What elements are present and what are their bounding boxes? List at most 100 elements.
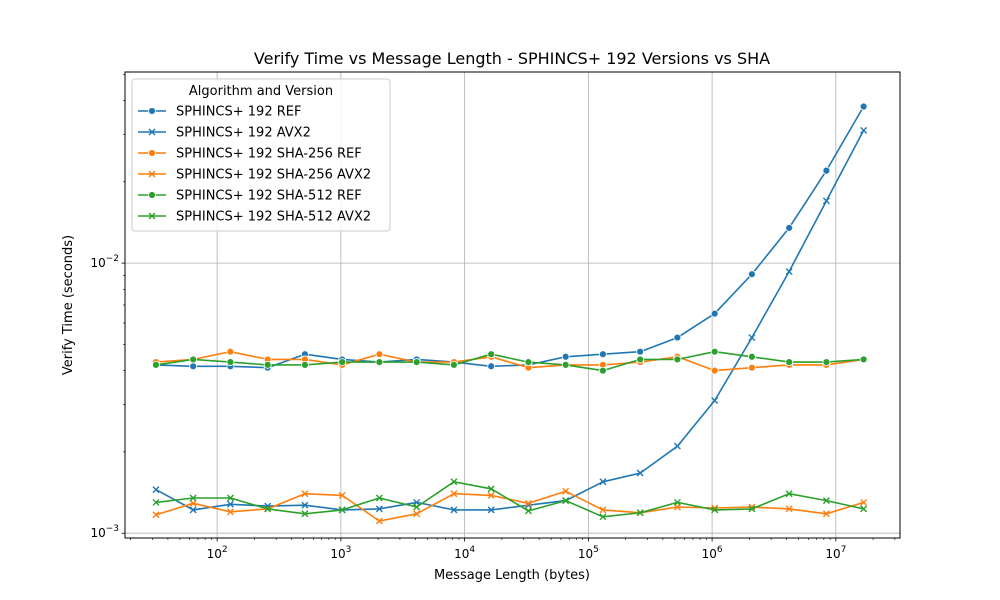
data-point-stroke xyxy=(673,442,681,450)
legend: Algorithm and Version SPHINCS+ 192 REFSP… xyxy=(131,78,391,232)
data-point-stroke xyxy=(487,485,495,493)
data-point xyxy=(524,358,533,367)
data-point xyxy=(450,490,458,498)
data-point xyxy=(822,358,831,367)
data-point xyxy=(636,355,645,364)
data-point xyxy=(375,358,384,367)
data-point xyxy=(375,350,384,359)
legend-swatch-marker xyxy=(148,212,156,220)
data-point-stroke xyxy=(487,506,495,514)
data-point-stroke xyxy=(785,505,793,513)
data-point xyxy=(748,334,756,342)
data-point xyxy=(711,506,719,514)
data-point xyxy=(152,498,160,506)
data-point-stroke xyxy=(226,508,234,516)
data-point xyxy=(338,506,346,514)
series-group xyxy=(152,102,868,525)
data-point xyxy=(412,358,421,367)
data-point xyxy=(264,505,272,513)
legend-swatch-marker-stroke xyxy=(148,170,156,178)
data-point xyxy=(748,270,756,279)
legend-entry: SPHINCS+ 192 REF xyxy=(138,105,301,120)
data-point xyxy=(375,505,383,513)
data-point-stroke xyxy=(226,500,234,508)
data-point-stroke xyxy=(748,505,756,513)
data-point xyxy=(226,508,234,516)
data-point xyxy=(189,499,197,507)
data-point-stroke xyxy=(599,506,607,514)
data-point xyxy=(748,505,756,513)
series-5 xyxy=(152,347,868,375)
data-point xyxy=(562,497,570,505)
data-point-stroke xyxy=(673,498,681,506)
data-point-stroke xyxy=(189,499,197,507)
x-tick-label: 106 xyxy=(702,545,723,561)
data-point xyxy=(226,358,235,367)
data-point-stroke xyxy=(413,510,421,518)
legend-label: SPHINCS+ 192 SHA-256 REF xyxy=(176,147,362,162)
chart-title: Verify Time vs Message Length - SPHINCS+… xyxy=(254,49,770,68)
legend-label: SPHINCS+ 192 AVX2 xyxy=(176,126,311,141)
series-line xyxy=(155,350,864,372)
y-axis-label: Verify Time (seconds) xyxy=(61,235,76,375)
data-point xyxy=(226,494,234,502)
data-point xyxy=(636,469,644,477)
data-point-stroke xyxy=(450,490,458,498)
legend-swatch-marker-stroke xyxy=(148,128,156,136)
legend-label: SPHINCS+ 192 SHA-512 REF xyxy=(176,189,362,204)
data-point xyxy=(226,347,235,356)
data-point-stroke xyxy=(636,469,644,477)
data-point-stroke xyxy=(375,517,383,525)
data-point xyxy=(301,490,309,498)
y-tick-label: 10−3 xyxy=(90,524,119,540)
data-point xyxy=(636,347,645,356)
data-point-stroke xyxy=(599,478,607,486)
data-point xyxy=(152,360,160,369)
data-point xyxy=(263,360,272,369)
series-line xyxy=(155,350,864,372)
data-point xyxy=(301,501,309,509)
data-point xyxy=(375,517,383,525)
x-tick-label: 102 xyxy=(207,545,228,561)
data-point-stroke xyxy=(301,490,309,498)
data-point xyxy=(599,513,607,521)
data-point xyxy=(524,507,532,515)
legend-label: SPHINCS+ 192 SHA-512 AVX2 xyxy=(176,210,371,225)
data-point xyxy=(189,506,197,514)
data-point-stroke xyxy=(264,505,272,513)
data-point-stroke xyxy=(152,486,160,494)
data-point xyxy=(487,506,495,514)
data-point xyxy=(748,363,756,372)
data-point xyxy=(599,506,607,514)
legend-swatch-marker xyxy=(148,128,156,136)
x-tick-label: 104 xyxy=(454,545,475,561)
data-point-stroke xyxy=(822,510,830,518)
data-point-stroke xyxy=(413,503,421,511)
data-point xyxy=(189,362,198,371)
data-point xyxy=(822,510,830,518)
data-point xyxy=(785,224,794,232)
legend-entry: SPHINCS+ 192 SHA-256 AVX2 xyxy=(138,168,371,183)
legend-box xyxy=(131,78,391,232)
data-point xyxy=(860,126,868,134)
data-point xyxy=(561,352,570,361)
data-point-stroke xyxy=(375,494,383,502)
data-point xyxy=(859,102,868,111)
data-point xyxy=(301,360,309,369)
x-tick-label: 105 xyxy=(578,545,599,561)
data-point xyxy=(785,358,794,367)
data-point xyxy=(487,485,495,493)
data-point-stroke xyxy=(599,513,607,521)
data-point-stroke xyxy=(822,497,830,505)
legend-label: SPHINCS+ 192 SHA-256 AVX2 xyxy=(176,168,371,183)
data-point xyxy=(785,268,793,276)
data-point xyxy=(822,166,831,175)
legend-swatch-marker xyxy=(148,107,156,115)
legend-swatch-marker xyxy=(148,191,156,199)
x-tick-label: 103 xyxy=(330,545,351,561)
data-point xyxy=(785,490,793,498)
data-point xyxy=(748,352,756,361)
data-point xyxy=(673,498,681,506)
data-point xyxy=(413,503,421,511)
